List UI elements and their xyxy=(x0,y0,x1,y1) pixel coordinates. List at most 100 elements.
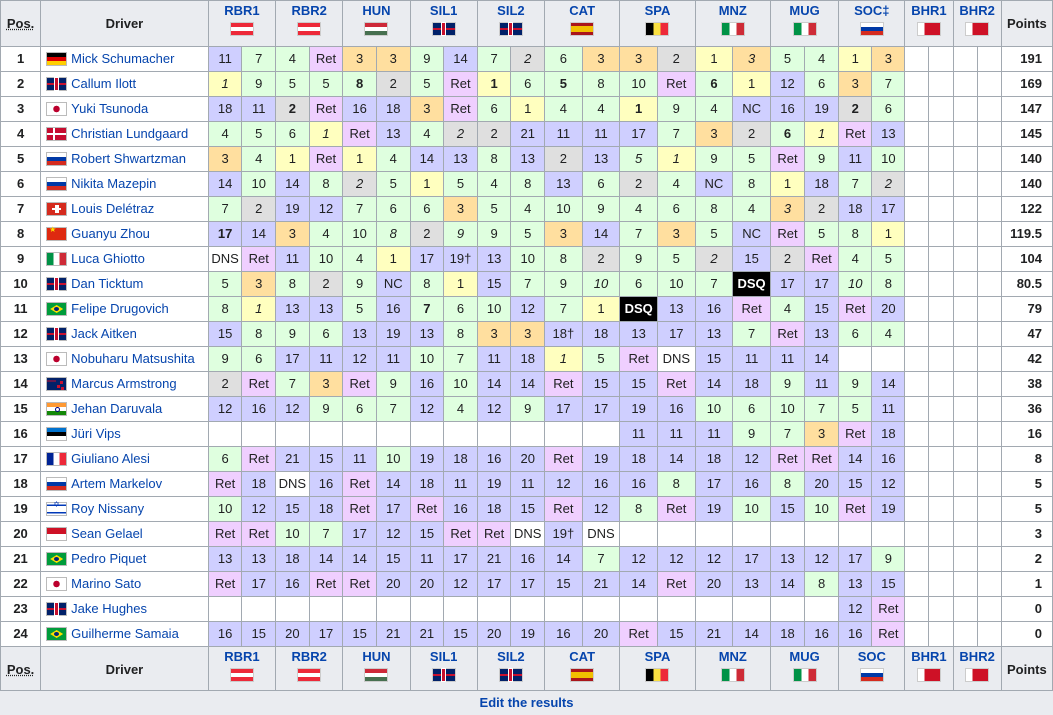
round-link[interactable]: SIL1 xyxy=(429,649,458,664)
result-cell: 12 xyxy=(544,471,583,497)
result-cell: 6 xyxy=(342,396,377,422)
driver-link[interactable]: Sean Gelael xyxy=(71,526,143,541)
result-cell xyxy=(928,71,954,97)
driver-link[interactable]: Louis Delétraz xyxy=(71,201,155,216)
table-row: 24 Guilherme Samaia 16 15 20 17 15 21 21 15 20 19 16… xyxy=(0,621,1053,647)
result-cell: 15 xyxy=(443,621,478,647)
round-link[interactable]: BHR2 xyxy=(959,649,995,664)
round-link[interactable]: CAT xyxy=(569,3,596,18)
round-link[interactable]: HUN xyxy=(362,649,391,664)
points-cell: 38 xyxy=(1000,371,1053,397)
driver-cell: Mick Schumacher xyxy=(40,46,209,72)
driver-link[interactable]: Marino Sato xyxy=(71,576,142,591)
result-cell: 17 xyxy=(510,571,546,597)
round-link[interactable]: RBR2 xyxy=(291,649,327,664)
result-cell: 16 xyxy=(207,621,243,647)
round-link[interactable]: RBR1 xyxy=(224,649,260,664)
round-header-spa: SPA xyxy=(619,0,696,47)
table-row: 10 Dan Ticktum 5 3 8 2 9 NC 8 1 15 7 9 10 6 10 7 DSQ 17 17 1… xyxy=(0,271,1053,297)
round-link[interactable]: MUG xyxy=(789,649,820,664)
driver-link[interactable]: Guanyu Zhou xyxy=(71,226,150,241)
round-link[interactable]: SIL2 xyxy=(497,3,525,18)
driver-link[interactable]: Giuliano Alesi xyxy=(71,451,150,466)
result-cell: 18 xyxy=(769,621,806,647)
result-cell: 12 xyxy=(838,596,873,622)
round-link[interactable]: SIL2 xyxy=(497,649,525,664)
result-cell: 13 xyxy=(769,546,806,572)
result-cell xyxy=(976,71,1002,97)
driver-link[interactable]: Callum Ilott xyxy=(71,76,137,91)
result-cell xyxy=(769,521,806,547)
driver-link[interactable]: Jüri Vips xyxy=(71,426,121,441)
points-cell: 145 xyxy=(1000,121,1053,147)
round-link[interactable]: HUN xyxy=(362,3,391,18)
result-cell: 19 xyxy=(871,496,906,522)
result-cell: 11 xyxy=(207,46,243,72)
result-cell xyxy=(928,221,954,247)
driver-link[interactable]: Mick Schumacher xyxy=(71,51,175,66)
round-link[interactable]: BHR1 xyxy=(911,3,947,18)
driver-link[interactable]: Dan Ticktum xyxy=(71,276,144,291)
driver-link[interactable]: Robert Shwartzman xyxy=(71,151,187,166)
result-cell: 8 xyxy=(619,496,658,522)
driver-link[interactable]: Guilherme Samaia xyxy=(71,626,179,641)
result-cell xyxy=(904,446,930,472)
round-link[interactable]: MNZ xyxy=(718,649,747,664)
result-cell: Ret xyxy=(544,446,583,472)
round-link[interactable]: BHR1 xyxy=(911,649,947,664)
result-cell: 14 xyxy=(871,371,906,397)
result-cell: 16 xyxy=(342,96,377,122)
rus-flag-icon xyxy=(859,22,884,36)
result-cell: Ret xyxy=(342,496,377,522)
result-cell: 6 xyxy=(207,446,243,472)
result-cell: 13 xyxy=(838,571,873,597)
result-cell xyxy=(952,421,978,447)
position-cell: 9 xyxy=(0,246,42,272)
driver-link[interactable]: Nikita Mazepin xyxy=(71,176,157,191)
round-link[interactable]: MNZ xyxy=(718,3,747,18)
round-link[interactable]: SPA xyxy=(644,649,671,664)
result-cell: 15 xyxy=(510,496,546,522)
result-cell: 5 xyxy=(510,221,546,247)
result-cell: 3 xyxy=(342,46,377,72)
round-link[interactable]: RBR1 xyxy=(224,3,260,18)
result-cell: 9 xyxy=(769,371,806,397)
round-link[interactable]: BHR2 xyxy=(959,3,995,18)
driver-link[interactable]: Luca Ghiotto xyxy=(71,251,145,266)
result-cell xyxy=(976,496,1002,522)
result-cell: 5 xyxy=(476,196,512,222)
result-cell xyxy=(904,246,930,272)
result-cell xyxy=(476,421,512,447)
round-link[interactable]: SPA xyxy=(644,3,671,18)
result-cell: 4 xyxy=(207,121,243,147)
result-cell: 16 xyxy=(375,296,411,322)
driver-link[interactable]: Felipe Drugovich xyxy=(71,301,169,316)
driver-link[interactable]: Roy Nissany xyxy=(71,501,145,516)
driver-link[interactable]: Pedro Piquet xyxy=(71,551,147,566)
result-cell xyxy=(904,196,930,222)
round-link[interactable]: CAT xyxy=(569,649,596,664)
driver-link[interactable]: Jake Hughes xyxy=(71,601,148,616)
result-cell: 17 xyxy=(476,571,512,597)
result-cell: Ret xyxy=(241,521,277,547)
round-link[interactable]: SOC xyxy=(857,649,886,664)
edit-results-link[interactable]: Edit the results xyxy=(0,690,1053,715)
round-link[interactable]: MUG xyxy=(789,3,820,18)
driver-link[interactable]: Nobuharu Matsushita xyxy=(71,351,195,366)
result-cell: 1 xyxy=(409,171,445,197)
driver-link[interactable]: Artem Markelov xyxy=(71,476,163,491)
driver-link[interactable]: Christian Lundgaard xyxy=(71,126,189,141)
result-cell: 14 xyxy=(838,446,873,472)
driver-link[interactable]: Yuki Tsunoda xyxy=(71,101,149,116)
driver-cell: Artem Markelov xyxy=(40,471,209,497)
result-cell: 2 xyxy=(241,196,277,222)
round-link[interactable]: SOC‡ xyxy=(854,3,890,18)
driver-link[interactable]: Marcus Armstrong xyxy=(71,376,177,391)
round-link[interactable]: RBR2 xyxy=(291,3,327,18)
driver-link[interactable]: Jack Aitken xyxy=(71,326,137,341)
result-cell: 15 xyxy=(476,271,512,297)
driver-link[interactable]: Jehan Daruvala xyxy=(71,401,163,416)
round-header-bhr2: BHR2 xyxy=(952,0,1002,47)
round-link[interactable]: SIL1 xyxy=(429,3,458,18)
result-cell: 9 xyxy=(443,221,478,247)
